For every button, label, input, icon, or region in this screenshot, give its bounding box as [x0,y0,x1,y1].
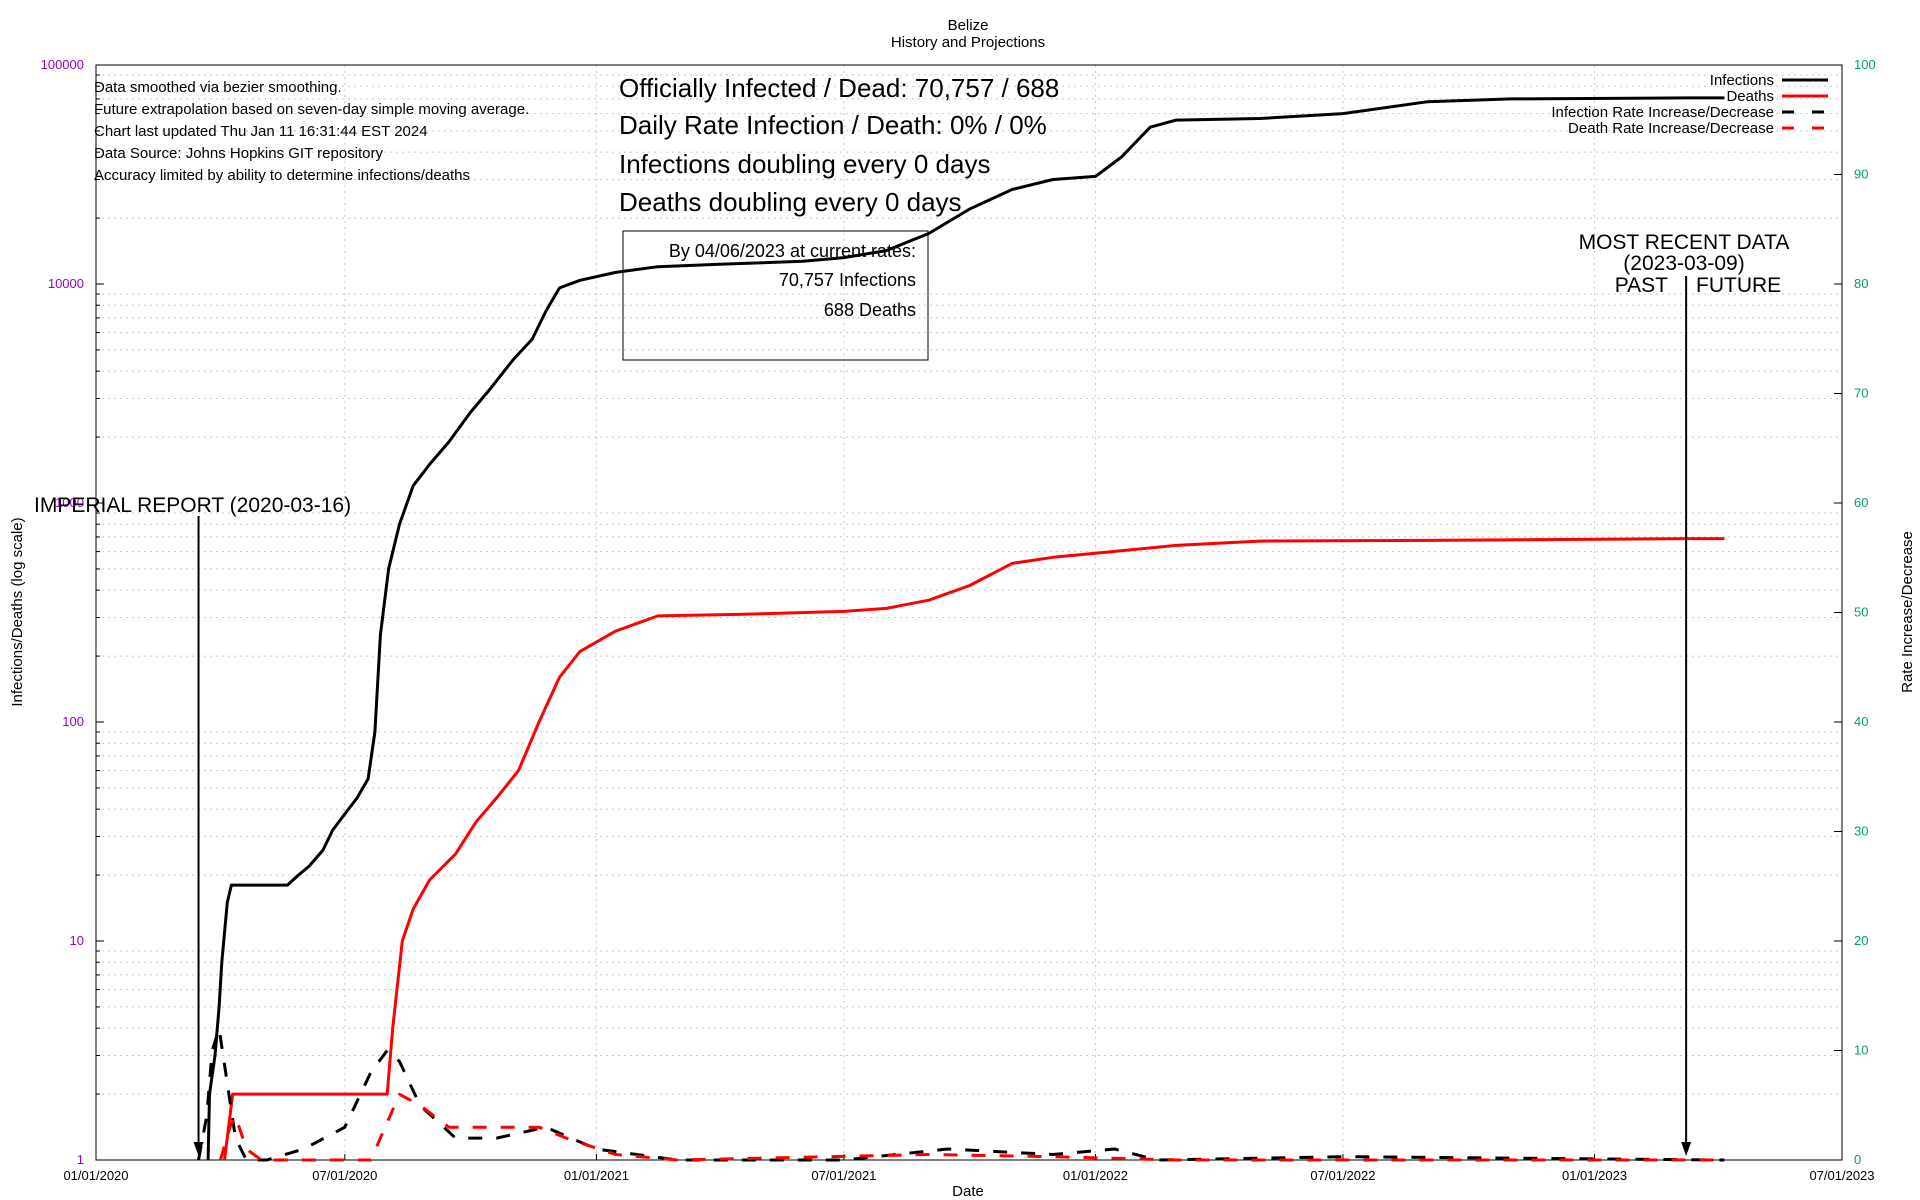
x-tick-label: 07/01/2023 [1809,1168,1874,1183]
projection-box-frame [622,230,929,361]
most-recent-annotation: MOST RECENT DATA (2023-03-09) PAST FUTUR… [1579,231,1790,1156]
projection-line: 688 Deaths [824,300,916,320]
notes-block: Data smoothed via bezier smoothing. Futu… [94,79,529,184]
infection-rate-line [197,1027,1725,1162]
x-tick-label: 07/01/2020 [312,1168,377,1183]
legend-label-infection-rate: Infection Rate Increase/Decrease [1551,104,1774,121]
y-tick-label: 100000 [41,57,84,72]
y-tick-label: 100 [62,714,84,729]
x-tick-label: 01/01/2022 [1063,1168,1128,1183]
y2-tick-label: 80 [1854,276,1868,291]
legend-label-infections: Infections [1710,72,1774,89]
imperial-report-label: IMPERIAL REPORT (2020-03-16) [34,494,351,517]
x-tick-label: 07/01/2021 [811,1168,876,1183]
stat-line: Officially Infected / Dead: 70,757 / 688 [619,73,1059,103]
y2-tick-label: 10 [1854,1043,1868,1058]
stat-line: Daily Rate Infection / Death: 0% / 0% [619,110,1047,140]
projection-box: By 04/06/2023 at current rates: 70,757 I… [622,230,929,361]
y-axis-label: Infections/Deaths (log scale) [9,517,26,706]
y2-axis-label: Rate Increase/Decrease [1899,531,1916,693]
chart-subtitle: History and Projections [891,34,1045,51]
ticks: 01/01/2020 07/01/2020 01/01/2021 07/01/2021… [41,57,1876,1183]
grid [95,65,1843,1160]
y2-tick-label: 40 [1854,714,1868,729]
note-line: Data smoothed via bezier smoothing. [94,79,342,96]
imperial-report-arrowhead [193,1142,204,1156]
stats-block: Officially Infected / Dead: 70,757 / 688… [619,73,1059,217]
y-tick-label: 1 [77,1152,84,1167]
stat-line: Infections doubling every 0 days [619,149,990,179]
x-axis-label: Date [952,1183,984,1200]
y-tick-label: 10 [70,933,84,948]
imperial-report-annotation: IMPERIAL REPORT (2020-03-16) [34,494,351,1156]
x-tick-label: 01/01/2023 [1562,1168,1627,1183]
legend-label-death-rate: Death Rate Increase/Decrease [1568,120,1774,137]
most-recent-date: (2023-03-09) [1623,252,1744,275]
y-tick-label: 10000 [48,276,84,291]
stat-line: Deaths doubling every 0 days [619,187,962,217]
y2-tick-label: 70 [1854,386,1868,401]
most-recent-arrowhead [1681,1142,1692,1156]
infections-line [206,96,1725,1161]
death-rate-line [218,1092,1725,1162]
note-line: Future extrapolation based on seven-day … [94,101,529,118]
legend: Infections Deaths Infection Rate Increas… [1551,72,1828,137]
y2-tick-label: 60 [1854,495,1868,510]
note-line: Accuracy limited by ability to determine… [94,167,470,184]
y2-tick-label: 20 [1854,933,1868,948]
note-line: Chart last updated Thu Jan 11 16:31:44 E… [94,123,428,140]
y2-tick-label: 0 [1854,1152,1861,1167]
legend-label-deaths: Deaths [1726,88,1774,105]
x-tick-label: 07/01/2022 [1310,1168,1375,1183]
y2-tick-label: 50 [1854,605,1868,620]
plot-area-border [95,64,1843,1161]
y2-tick-label: 100 [1854,57,1876,72]
deaths-line [223,537,1725,1161]
x-tick-label: 01/01/2021 [564,1168,629,1183]
projection-line: 70,757 Infections [779,270,916,290]
y-tick-label: 1000 [55,495,84,510]
most-recent-label: MOST RECENT DATA [1579,231,1790,254]
chart-title: Belize [948,17,989,34]
future-label: FUTURE [1696,274,1781,297]
projection-line: By 04/06/2023 at current rates: [669,241,916,261]
y2-tick-label: 30 [1854,824,1868,839]
note-line: Data Source: Johns Hopkins GIT repositor… [94,145,384,162]
past-label: PAST [1615,274,1668,297]
series-layer [197,96,1725,1162]
x-tick-label: 01/01/2020 [63,1168,128,1183]
y2-tick-label: 90 [1854,167,1868,182]
